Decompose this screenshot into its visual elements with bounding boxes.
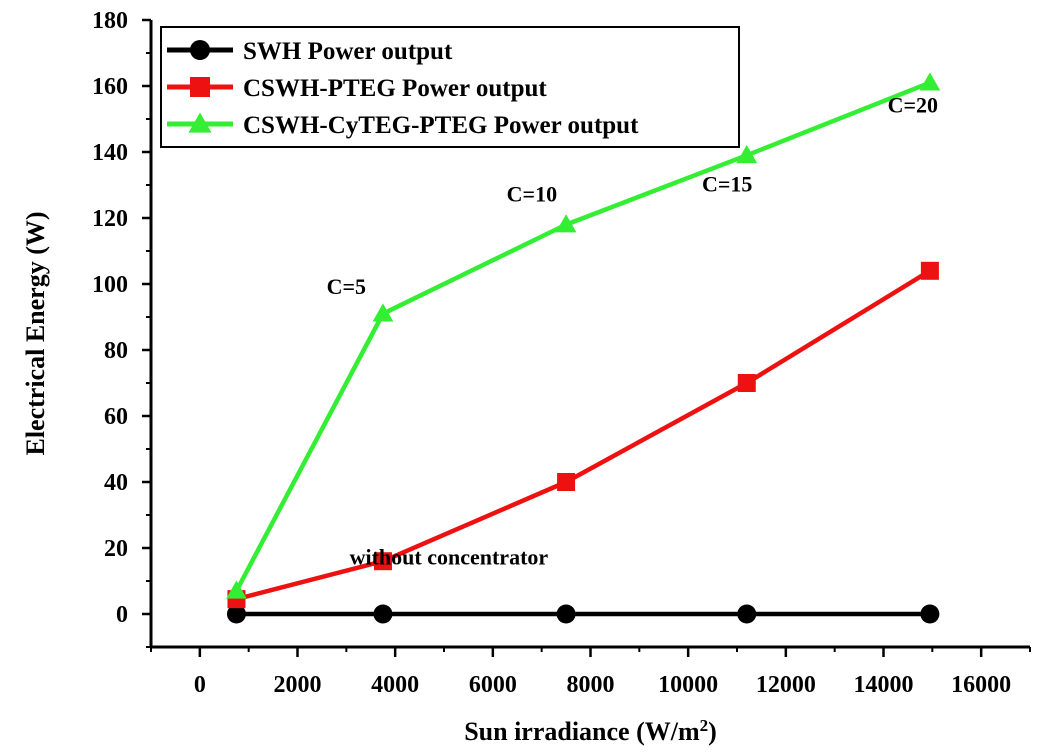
y-tick-label: 0 xyxy=(116,602,128,628)
legend-swatch-marker xyxy=(190,40,210,60)
x-axis-title: Sun irradiance (W/m2) xyxy=(464,716,717,747)
legend-swatch-marker xyxy=(188,112,212,133)
y-tick-label: 40 xyxy=(104,470,128,496)
y-tick-label: 120 xyxy=(92,206,128,232)
x-axis-title-main: Sun irradiance (W/m xyxy=(464,717,700,746)
legend-label: CSWH-CyTEG-PTEG Power output xyxy=(243,112,639,139)
y-tick-label: 80 xyxy=(104,338,128,364)
y-axis-title: Electrical Energy (W) xyxy=(21,211,50,455)
series-2 xyxy=(226,72,941,599)
x-tick-label: 14000 xyxy=(854,672,914,698)
legend-item: CSWH-PTEG Power output xyxy=(167,75,547,102)
y-tick-label: 160 xyxy=(92,74,128,100)
series-0 xyxy=(226,604,940,624)
annotation: C=5 xyxy=(327,274,366,299)
x-tick-label: 10000 xyxy=(658,672,718,698)
y-tick-label: 60 xyxy=(104,404,128,430)
data-point xyxy=(373,552,392,571)
data-point xyxy=(373,604,393,624)
data-point xyxy=(737,374,756,392)
series-layer xyxy=(226,72,941,624)
data-point xyxy=(736,144,758,164)
data-point xyxy=(919,72,941,91)
x-tick-label: 6000 xyxy=(469,672,517,698)
x-tick-label: 2000 xyxy=(274,672,322,698)
data-point xyxy=(226,580,247,599)
legend-item: SWH Power output xyxy=(167,38,453,65)
legend-box xyxy=(160,26,740,148)
series-line xyxy=(235,268,932,602)
y-tick-label: 140 xyxy=(92,140,128,166)
data-point xyxy=(557,473,576,491)
series-1 xyxy=(227,261,939,609)
legend: SWH Power output CSWH-PTEG Power output CS… xyxy=(160,26,740,148)
y-tick-label: 100 xyxy=(92,272,128,298)
ticks: 0 20 40 60 80 100 120 140 160 180 0 2000 4000 6000 800… xyxy=(92,8,1031,698)
legend-label: CSWH-PTEG Power output xyxy=(243,75,547,102)
data-point xyxy=(920,604,940,624)
annotation: C=15 xyxy=(702,172,752,197)
legend-item: CSWH-CyTEG-PTEG Power output xyxy=(167,112,639,139)
x-tick-label: 16000 xyxy=(951,672,1011,698)
x-tick-label: 4000 xyxy=(371,672,419,698)
x-tick-label: 8000 xyxy=(567,672,615,698)
annotation: without concentrator xyxy=(350,545,549,570)
x-tick-label: 12000 xyxy=(756,672,816,698)
data-point xyxy=(372,303,394,322)
data-point xyxy=(555,214,577,233)
annotation: C=20 xyxy=(888,92,938,117)
annotations: without concentrator C=5 C=10 C=15 C=20 xyxy=(327,92,938,569)
x-axis-title-suffix: ) xyxy=(708,717,717,746)
x-axis-title-sup: 2 xyxy=(700,716,709,735)
annotation: C=10 xyxy=(507,182,557,207)
data-point xyxy=(920,261,939,280)
data-point xyxy=(737,604,757,624)
data-point xyxy=(226,604,246,624)
x-tick-label: 0 xyxy=(194,672,206,698)
y-tick-label: 20 xyxy=(104,536,128,562)
legend-swatch-marker xyxy=(190,77,210,97)
legend-label: SWH Power output xyxy=(243,38,453,65)
y-tick-label: 180 xyxy=(92,8,128,34)
data-point xyxy=(556,604,576,624)
